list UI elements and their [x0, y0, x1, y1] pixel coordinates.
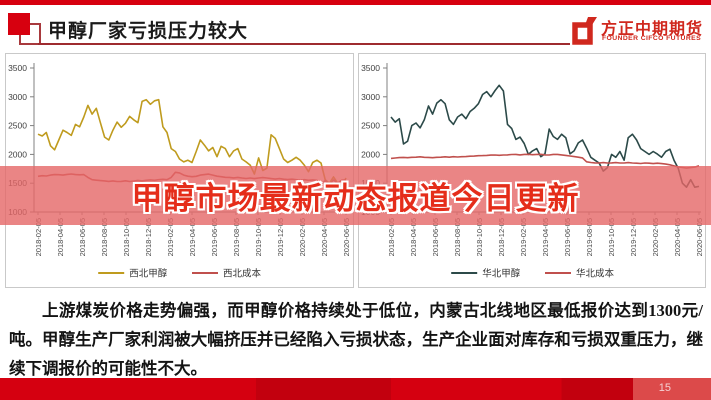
x-tick-label: 2020-02-05 [298, 218, 307, 256]
x-tick-label: 2018-04-05 [409, 218, 418, 256]
x-tick-label: 2019-08-05 [585, 218, 594, 256]
x-tick-label: 2019-10-05 [607, 218, 616, 256]
company-logo: 方正中期期货 FOUNDER CIFCO FUTURES [571, 11, 704, 51]
x-tick-label: 2018-10-05 [475, 218, 484, 256]
legend-label: 西北成本 [223, 268, 262, 280]
x-tick-label: 2020-02-05 [651, 218, 660, 256]
x-tick-label: 2019-02-05 [166, 218, 175, 256]
title-underline [38, 43, 570, 45]
x-tick-label: 2019-06-05 [210, 218, 219, 256]
x-tick-label: 2018-04-05 [56, 218, 65, 256]
watermark-banner: 甲醇市场最新动态报道今日更新 [0, 166, 711, 225]
legend-label: 华北甲醇 [482, 268, 521, 280]
top-accent-strip [0, 0, 711, 5]
x-tick-label: 2019-02-05 [519, 218, 528, 256]
legend-label: 华北成本 [576, 268, 615, 280]
x-tick-label: 2018-12-05 [497, 218, 506, 256]
series-line-华北成本 [390, 153, 699, 169]
x-tick-label: 2018-02-05 [34, 218, 43, 256]
series-line-西北甲醇 [37, 98, 347, 187]
footer-bar: 15 [0, 378, 711, 400]
x-tick-label: 2019-08-05 [232, 218, 241, 256]
x-tick-label: 2018-06-05 [431, 218, 440, 256]
y-tick-label: 3000 [8, 92, 27, 102]
x-tick-label: 2018-08-05 [100, 218, 109, 256]
y-tick-label: 3500 [361, 63, 380, 73]
logo-name: 方正中期期货 [601, 21, 704, 38]
x-tick-label: 2019-04-05 [541, 218, 550, 256]
series-line-华北甲醇 [389, 84, 699, 188]
y-tick-label: 2000 [361, 149, 380, 159]
founder-logo-icon [572, 17, 597, 45]
x-tick-label: 2018-08-05 [453, 218, 462, 256]
y-tick-label: 3000 [361, 92, 380, 102]
x-tick-label: 2019-04-05 [188, 218, 197, 256]
x-tick-label: 2019-06-05 [563, 218, 572, 256]
x-tick-label: 2019-12-05 [629, 218, 638, 256]
legend-label: 西北甲醇 [129, 268, 168, 280]
title-decoration-red-square [8, 13, 30, 35]
x-tick-label: 2020-06-05 [342, 218, 351, 256]
watermark-text: 甲醇市场最新动态报道今日更新 [131, 181, 580, 216]
y-tick-label: 2000 [8, 149, 27, 159]
x-tick-label: 2018-02-05 [387, 218, 396, 256]
x-tick-label: 2019-10-05 [254, 218, 263, 256]
slide-header: 甲醇厂家亏损压力较大 方正中期期货 FOUNDER CIFCO FUTURES [0, 5, 711, 53]
x-tick-label: 2019-12-05 [276, 218, 285, 256]
x-tick-label: 2018-06-05 [78, 218, 87, 256]
logo-subtitle: FOUNDER CIFCO FUTURES [602, 35, 702, 42]
x-tick-label: 2018-10-05 [122, 218, 131, 256]
x-tick-label: 2018-12-05 [144, 218, 153, 256]
commentary-section: 上游煤炭价格走势偏强，而甲醇价格持续处于低位，内蒙古北线地区最低报价达到1300… [9, 296, 703, 378]
x-tick-label: 2020-04-05 [320, 218, 329, 256]
y-tick-label: 3500 [8, 63, 27, 73]
page-number: 15 [658, 382, 671, 394]
y-tick-label: 2500 [361, 121, 380, 131]
x-tick-label: 2020-04-05 [673, 218, 682, 256]
page-title: 甲醇厂家亏损压力较大 [48, 21, 249, 42]
y-tick-label: 2500 [8, 121, 27, 131]
commentary-paragraph: 上游煤炭价格走势偏强，而甲醇价格持续处于低位，内蒙古北线地区最低报价达到1300… [9, 301, 703, 378]
x-tick-label: 2020-06-05 [695, 218, 704, 256]
